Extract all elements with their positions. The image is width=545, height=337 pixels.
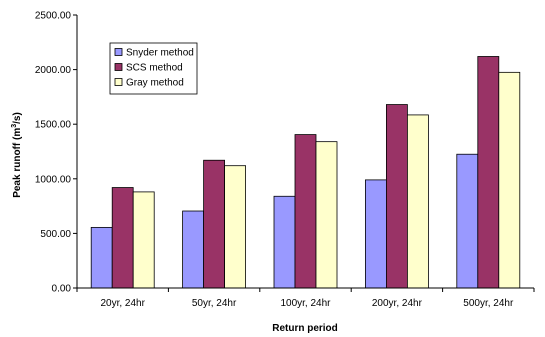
- x-tick-label: 50yr, 24hr: [192, 298, 237, 309]
- y-axis-title: Peak runoff (m3/s): [11, 112, 23, 198]
- bar-gray-method: [498, 71, 521, 289]
- bar-scs-method: [203, 159, 226, 289]
- legend: Snyder method SCS method Gray method: [109, 42, 198, 95]
- legend-swatch: [114, 63, 123, 71]
- legend-swatch: [114, 48, 123, 56]
- x-tick-label: 100yr, 24hr: [280, 298, 331, 309]
- bar-series: [90, 56, 521, 289]
- y-tick-label: 0.00: [52, 284, 72, 295]
- y-tick-label: 2500.00: [35, 11, 72, 22]
- y-axis-ticks: 0.00 500.00 1000.00 1500.00 2000.00 2500.00: [35, 11, 77, 295]
- y-tick-label: 1000.00: [35, 174, 72, 185]
- bar-gray-method: [132, 191, 155, 289]
- x-tick-label: 20yr, 24hr: [100, 298, 145, 309]
- x-tick-label: 500yr, 24hr: [463, 298, 514, 309]
- x-tick-label: 200yr, 24hr: [372, 298, 423, 309]
- bar-snyder-method: [456, 153, 479, 289]
- bar-scs-method: [477, 56, 500, 289]
- x-axis-title: Return period: [272, 323, 338, 334]
- legend-box: [109, 42, 198, 95]
- bar-scs-method: [385, 104, 408, 289]
- bar-gray-method: [224, 165, 247, 289]
- bar-snyder-method: [364, 179, 387, 289]
- legend-swatch: [114, 78, 123, 86]
- y-tick-label: 500.00: [40, 229, 71, 240]
- bar-snyder-method: [273, 195, 296, 289]
- bar-scs-method: [294, 134, 317, 289]
- legend-label: SCS method: [126, 63, 183, 74]
- bar-snyder-method: [182, 210, 205, 289]
- bar-snyder-method: [90, 226, 113, 289]
- bar-scs-method: [111, 187, 134, 289]
- legend-label: Snyder method: [126, 48, 194, 59]
- y-tick-label: 1500.00: [35, 120, 72, 131]
- x-axis: 20yr, 24hr 50yr, 24hr 100yr, 24hr 200yr, 24…: [76, 15, 535, 309]
- legend-label: Gray method: [126, 78, 184, 89]
- y-tick-label: 2000.00: [35, 65, 72, 76]
- bar-gray-method: [406, 114, 429, 289]
- bar-gray-method: [315, 141, 338, 289]
